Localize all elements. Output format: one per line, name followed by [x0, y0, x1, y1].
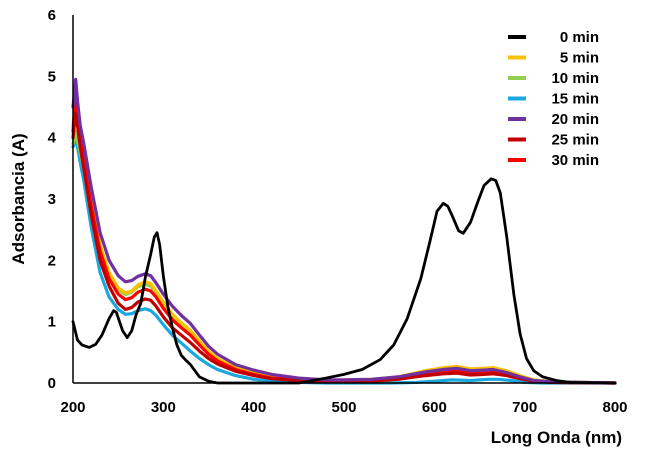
legend-label: 15 min [551, 91, 599, 108]
series-layer [71, 77, 617, 385]
series-line-10-min [71, 129, 617, 385]
y-tick-label: 4 [48, 130, 57, 147]
x-tick-label: 500 [331, 399, 356, 416]
x-tick-label: 600 [422, 399, 447, 416]
x-tick-label: 800 [602, 399, 627, 416]
y-tick-label: 5 [48, 68, 56, 85]
y-tick-label: 6 [48, 7, 56, 24]
series-line-20-min [71, 77, 617, 385]
legend-label: 30 min [551, 152, 599, 169]
legend-label: 0 min [560, 29, 599, 46]
legend-label: 5 min [560, 50, 599, 67]
y-tick-label: 1 [48, 314, 56, 331]
y-tick-label: 0 [48, 375, 56, 392]
series-line-25-min [71, 111, 617, 385]
series-line-5-min [71, 99, 617, 385]
y-tick-labels: 0 1 2 3 4 5 6 [48, 7, 57, 392]
legend: 0 min 5 min 10 min 15 min 20 min 25 min 30 min [508, 29, 599, 169]
series-line-15-min [71, 139, 617, 385]
legend-label: 20 min [551, 111, 599, 128]
series-line-30-min [71, 93, 617, 385]
legend-label: 25 min [551, 132, 599, 149]
x-tick-label: 300 [151, 399, 176, 416]
y-axis-title: Adsorbancia (A) [9, 133, 28, 264]
x-axis-title: Long Onda (nm) [491, 428, 622, 447]
x-tick-label: 200 [60, 399, 85, 416]
x-tick-label: 700 [512, 399, 537, 416]
x-tick-labels: 200 300 400 500 600 700 800 [60, 399, 627, 416]
axes-layer [72, 15, 615, 384]
legend-label: 10 min [551, 70, 599, 87]
y-tick-label: 3 [48, 191, 56, 208]
y-tick-label: 2 [48, 252, 56, 269]
x-tick-label: 400 [241, 399, 266, 416]
